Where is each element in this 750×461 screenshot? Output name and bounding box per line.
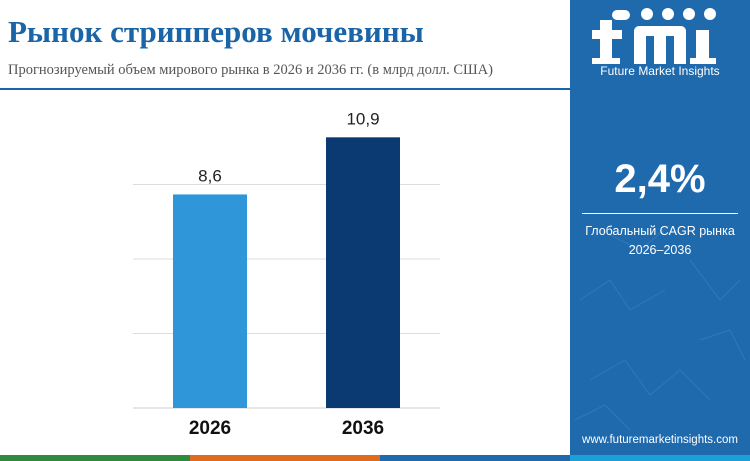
- cagr-divider: [582, 213, 738, 214]
- page-subtitle: Прогнозируемый объем мирового рынка в 20…: [8, 62, 493, 78]
- page-title: Рынок стрипперов мочевины: [8, 14, 424, 49]
- strip-segment-orange: [190, 455, 380, 461]
- cagr-label: Глобальный CAGR рынка 2026–2036: [570, 222, 750, 260]
- bar-2036: [326, 137, 400, 409]
- website-link[interactable]: www.futuremarketinsights.com: [582, 434, 738, 446]
- strip-segment-green: [0, 455, 190, 461]
- fmi-logo: [592, 8, 716, 64]
- cagr-value: 2,4%: [614, 157, 706, 201]
- strip-segment-cyan: [570, 455, 750, 461]
- strip-segment-blue: [380, 455, 570, 461]
- header-divider: [0, 88, 570, 90]
- bar-chart: 8,6 2026 10,9 2036: [133, 109, 440, 439]
- cagr-label-line1: Глобальный CAGR рынка: [585, 224, 735, 238]
- sidebar-panel: Future Market Insights 2,4% Глобальный C…: [570, 0, 750, 461]
- data-label-2026: 8,6: [198, 166, 222, 185]
- bottom-color-strip: [0, 455, 750, 461]
- brand-name: Future Market Insights: [600, 64, 720, 78]
- x-tick-label-2036: 2036: [342, 418, 384, 439]
- x-tick-label-2026: 2026: [189, 418, 231, 439]
- bar-2026: [173, 194, 247, 408]
- cagr-label-line2: 2026–2036: [628, 243, 692, 257]
- sidebar-texture: [574, 224, 746, 431]
- data-label-2036: 10,9: [346, 109, 379, 128]
